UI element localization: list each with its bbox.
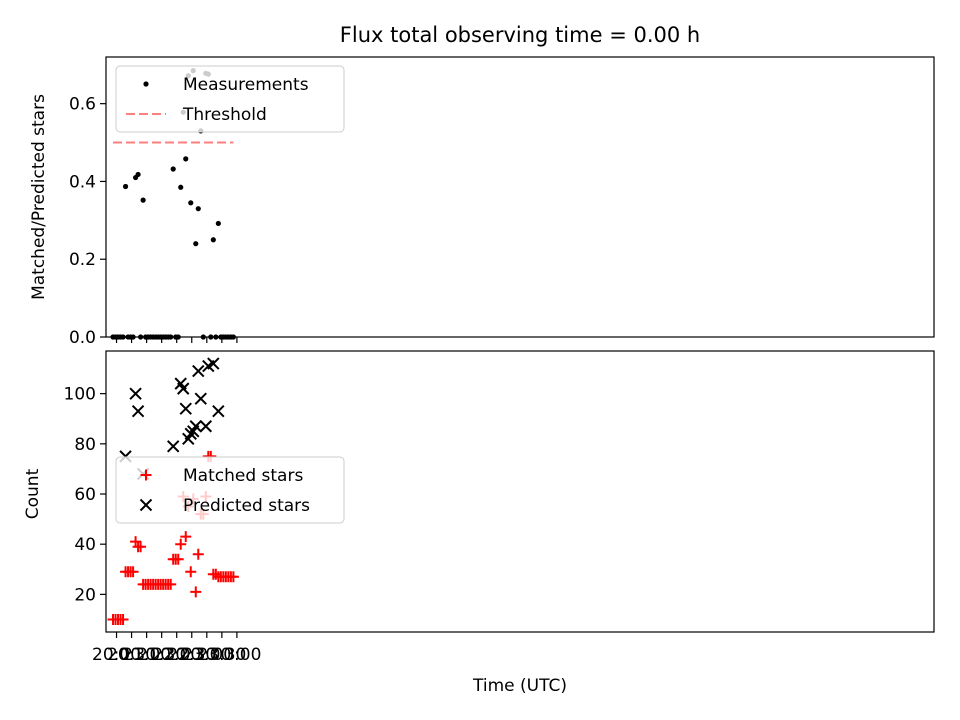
x-tick-label: 22:30 bbox=[167, 645, 216, 665]
predicted-point bbox=[192, 364, 205, 378]
predicted-point bbox=[207, 357, 220, 370]
matched-point bbox=[135, 541, 147, 553]
y-tick-label: 20 bbox=[74, 585, 96, 605]
matched-point bbox=[180, 531, 192, 543]
x-tick-label: 20:30 bbox=[107, 645, 156, 665]
measurement-point bbox=[178, 184, 184, 190]
top-x-ticks bbox=[115, 337, 238, 343]
matched-point bbox=[210, 568, 222, 580]
legend-box bbox=[115, 65, 345, 133]
legend-box bbox=[115, 456, 345, 524]
y-tick-label: 0.4 bbox=[69, 172, 96, 192]
bottom-y-axis-label: Count bbox=[23, 468, 43, 519]
legend-label: Matched stars bbox=[183, 466, 303, 486]
predicted-point bbox=[199, 420, 213, 433]
chart-title: Flux total observing time = 0.00 h bbox=[340, 23, 700, 47]
predicted-point bbox=[131, 405, 145, 418]
measurement-point bbox=[210, 237, 216, 243]
measurement-point bbox=[193, 241, 199, 247]
legend-label: Predicted stars bbox=[183, 496, 310, 516]
y-tick-label: 80 bbox=[74, 435, 96, 455]
predicted-point bbox=[177, 382, 190, 395]
measurement-point bbox=[188, 200, 194, 206]
x-axis-label: Time (UTC) bbox=[472, 676, 567, 696]
y-tick-label: 0.2 bbox=[69, 250, 96, 270]
bottom-y-ticks: 20 40 60 80 100 bbox=[64, 385, 106, 605]
legend-label: Threshold bbox=[182, 105, 267, 125]
y-tick-label: 0.6 bbox=[69, 95, 96, 115]
x-tick-label: 21:00 bbox=[122, 645, 171, 665]
x-tick-label: 23:30 bbox=[197, 645, 246, 665]
measurement-point bbox=[122, 183, 129, 190]
y-tick-label: 0.0 bbox=[69, 328, 96, 348]
predicted-point bbox=[212, 405, 225, 418]
top-legend: Measurements Threshold bbox=[115, 65, 345, 133]
legend-swatch bbox=[143, 81, 149, 87]
y-tick-label: 40 bbox=[74, 535, 96, 555]
y-tick-label: 60 bbox=[74, 485, 96, 505]
top-y-axis-label: Matched/Predicted stars bbox=[29, 94, 49, 300]
y-tick-label: 100 bbox=[64, 385, 96, 405]
bottom-panel: 20 40 60 80 100 20:0020:3021:0021:3022:0022:… bbox=[23, 350, 935, 665]
matched-point bbox=[227, 571, 239, 583]
predicted-point bbox=[179, 402, 192, 415]
x-tick-label: 21:30 bbox=[137, 645, 186, 665]
measurement-point bbox=[183, 156, 189, 162]
measurement-point bbox=[140, 197, 146, 203]
measurement-point bbox=[215, 220, 221, 227]
matched-point bbox=[172, 553, 184, 565]
top-panel-frame bbox=[105, 56, 935, 338]
bottom-legend: Matched stars Predicted stars bbox=[115, 456, 345, 524]
measurement-point bbox=[135, 171, 141, 178]
x-tick-label: 20:00 bbox=[92, 645, 141, 665]
bottom-x-ticks: 20:0020:3021:0021:3022:0022:3023:0023:30… bbox=[92, 632, 261, 665]
top-panel: 0.0 0.2 0.4 0.6 Matched/Predicted stars Mea… bbox=[29, 56, 935, 348]
measurement-point bbox=[170, 166, 176, 172]
matched-point bbox=[185, 566, 197, 578]
matched-point bbox=[130, 536, 142, 548]
predicted-point bbox=[194, 392, 207, 405]
x-tick-label: 23:00 bbox=[182, 645, 231, 665]
measurement-point bbox=[195, 206, 201, 212]
matched-point bbox=[192, 548, 204, 560]
x-tick-label: 22:00 bbox=[152, 645, 201, 665]
top-y-ticks: 0.0 0.2 0.4 0.6 bbox=[69, 95, 106, 348]
predicted-point bbox=[166, 440, 180, 453]
matched-point bbox=[175, 538, 187, 550]
predicted-point bbox=[129, 387, 142, 400]
matched-point bbox=[127, 566, 139, 578]
legend-swatch bbox=[139, 498, 153, 512]
matched-point bbox=[165, 578, 177, 590]
legend-label: Measurements bbox=[183, 75, 309, 95]
matched-point bbox=[190, 586, 202, 598]
bottom-panel-marks bbox=[107, 357, 239, 625]
matched-point bbox=[117, 613, 129, 625]
x-tick-label: 00:00 bbox=[212, 645, 261, 665]
predicted-point bbox=[189, 420, 202, 433]
bottom-panel-frame bbox=[105, 350, 935, 633]
legend-swatch bbox=[140, 469, 152, 481]
